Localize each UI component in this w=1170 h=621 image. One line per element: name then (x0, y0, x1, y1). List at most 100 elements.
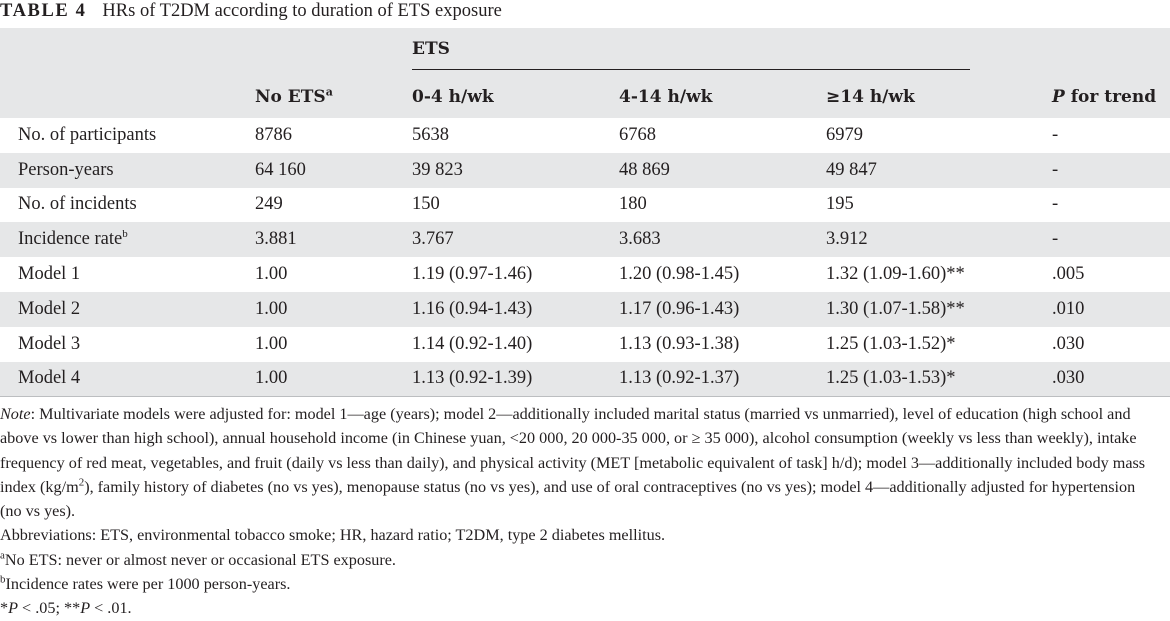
cell-0-4: 5638 (412, 124, 449, 145)
footnote-b: bIncidence rates were per 1000 person-ye… (0, 572, 1160, 596)
sig-text-1: < .05; ** (17, 599, 81, 618)
table-header: ETS No ETSa 0-4 h/wk 4-14 h/wk ≥14 h/wk … (0, 28, 1170, 118)
cell-4-14: 1.17 (0.96-1.43) (619, 291, 826, 327)
footnote-marker-a: a (325, 85, 333, 99)
table-caption: TABLE 4 HRs of T2DM according to duration… (0, 0, 502, 26)
significance-note: *P < .05; **P < .01. (0, 596, 1160, 620)
footnote-a-text: No ETS: never or almost never or occasio… (4, 550, 396, 569)
results-table: ETS No ETSa 0-4 h/wk 4-14 h/wk ≥14 h/wk … (0, 28, 1170, 398)
cell-14-plus: 1.32 (1.09-1.60)** (826, 264, 965, 285)
cell-14-plus: 195 (826, 194, 854, 215)
table-row: Model 2 1.00 1.16 (0.94-1.43) 1.17 (0.96… (0, 291, 1170, 327)
header-p-italic: P (1052, 87, 1065, 107)
cell-p-trend: .030 (1052, 333, 1085, 354)
table-body: No. of participants 8786 5638 6768 6979 … (0, 118, 1170, 398)
cell-no-ets: 1.00 (255, 361, 412, 398)
header-ets-group: ETS (412, 28, 1052, 76)
abbreviations-note: Abbreviations: ETS, environmental tobacc… (0, 526, 666, 545)
header-empty-cell (1052, 28, 1170, 76)
sig-text-2: < .01. (90, 599, 132, 618)
table-row: Model 3 1.00 1.14 (0.92-1.40) 1.13 (0.93… (0, 327, 1170, 362)
table-row: Model 1 1.00 1.19 (0.97-1.46) 1.20 (0.98… (0, 257, 1170, 292)
cell-no-ets: 1.00 (255, 333, 288, 354)
note-text-part2: ), family history of diabetes (no vs yes… (0, 477, 1136, 521)
sig-star: * (0, 599, 9, 618)
cell-no-ets: 8786 (255, 124, 292, 145)
header-no-ets-text: No ETS (255, 87, 326, 107)
header-empty-cell (255, 28, 412, 76)
sig-p-italic: P (80, 599, 91, 618)
header-no-ets: No ETSa (255, 76, 412, 118)
table-title: HRs of T2DM according to duration of ETS… (102, 1, 502, 21)
table-row: Person-years 64 160 39 823 48 869 49 847… (0, 152, 1170, 188)
cell-p-trend: .010 (1052, 291, 1170, 327)
cell-4-14: 1.13 (0.92-1.37) (619, 361, 826, 398)
cell-0-4: 150 (412, 194, 440, 215)
row-label: Person-years (0, 152, 255, 188)
cell-0-4: 3.767 (412, 222, 619, 258)
cell-no-ets: 1.00 (255, 264, 288, 285)
row-label: No. of participants (18, 124, 157, 145)
cell-p-trend: - (1052, 124, 1059, 145)
note-paragraph: Note: Multivariate models were adjusted … (0, 402, 1160, 523)
table-label: TABLE 4 (0, 1, 87, 21)
cell-p-trend: - (1052, 152, 1170, 188)
footnote-a: aNo ETS: never or almost never or occasi… (0, 548, 1160, 572)
footnote-marker-b: b (122, 228, 128, 241)
header-p-trend: P for trend (1052, 76, 1170, 118)
header-row-group: ETS (0, 28, 1170, 76)
cell-14-plus: 49 847 (826, 152, 1052, 188)
header-0-4: 0-4 h/wk (412, 76, 619, 118)
footnote-a-mark: a (0, 549, 5, 562)
cell-14-plus: 6979 (826, 124, 863, 145)
cell-p-trend: .005 (1052, 264, 1085, 285)
cell-0-4: 39 823 (412, 152, 619, 188)
sig-p-italic: P (8, 599, 18, 618)
table-notes: Note: Multivariate models were adjusted … (0, 402, 1160, 621)
note-label: Note (0, 405, 31, 423)
header-14-plus: ≥14 h/wk (826, 76, 1052, 118)
row-label: Model 2 (0, 291, 255, 327)
cell-p-trend: .030 (1052, 361, 1170, 398)
header-label-cell (0, 76, 255, 118)
cell-4-14: 48 869 (619, 152, 826, 188)
table-row: Model 4 1.00 1.13 (0.92-1.39) 1.13 (0.92… (0, 361, 1170, 398)
cell-no-ets: 1.00 (255, 291, 412, 327)
cell-4-14: 3.683 (619, 222, 826, 258)
cell-14-plus: 1.30 (1.07-1.58)** (826, 291, 1052, 327)
cell-14-plus: 1.25 (1.03-1.53)* (826, 361, 1052, 398)
table-row: No. of participants 8786 5638 6768 6979 … (0, 118, 1170, 153)
row-label-cell: Incidence rateb (0, 222, 255, 258)
row-label: Model 1 (18, 264, 81, 285)
footnote-b-mark: b (0, 573, 6, 586)
row-label: Incidence rate (18, 229, 123, 250)
cell-14-plus: 1.25 (1.03-1.52)* (826, 333, 956, 354)
cell-4-14: 6768 (619, 124, 656, 145)
cell-0-4: 1.19 (0.97-1.46) (412, 264, 533, 285)
note-text-part1: : Multivariate models were adjusted for:… (0, 405, 1146, 496)
footnote-b-text: Incidence rates were per 1000 person-yea… (5, 575, 291, 594)
row-label: No. of incidents (18, 194, 137, 215)
cell-0-4: 1.16 (0.94-1.43) (412, 291, 619, 327)
header-p-rest: for trend (1064, 87, 1157, 107)
header-row-columns: No ETSa 0-4 h/wk 4-14 h/wk ≥14 h/wk P fo… (0, 76, 1170, 118)
cell-no-ets: 249 (255, 194, 283, 215)
cell-no-ets: 3.881 (255, 222, 412, 258)
cell-4-14: 1.13 (0.93-1.38) (619, 333, 740, 354)
cell-p-trend: - (1052, 222, 1170, 258)
cell-4-14: 180 (619, 194, 647, 215)
cell-0-4: 1.13 (0.92-1.39) (412, 361, 619, 398)
table-row: No. of incidents 249 150 180 195 - (0, 188, 1170, 223)
cell-p-trend: - (1052, 194, 1059, 215)
ets-group-label: ETS (412, 39, 970, 70)
header-empty-cell (0, 28, 255, 76)
cell-14-plus: 3.912 (826, 222, 1052, 258)
header-4-14: 4-14 h/wk (619, 76, 826, 118)
row-label: Model 3 (18, 333, 81, 354)
cell-4-14: 1.20 (0.98-1.45) (619, 264, 740, 285)
cell-0-4: 1.14 (0.92-1.40) (412, 333, 533, 354)
cell-no-ets: 64 160 (255, 152, 412, 188)
table-row: Incidence rateb 3.881 3.767 3.683 3.912 … (0, 222, 1170, 258)
row-label: Model 4 (0, 361, 255, 398)
note-superscript: 2 (78, 476, 85, 489)
